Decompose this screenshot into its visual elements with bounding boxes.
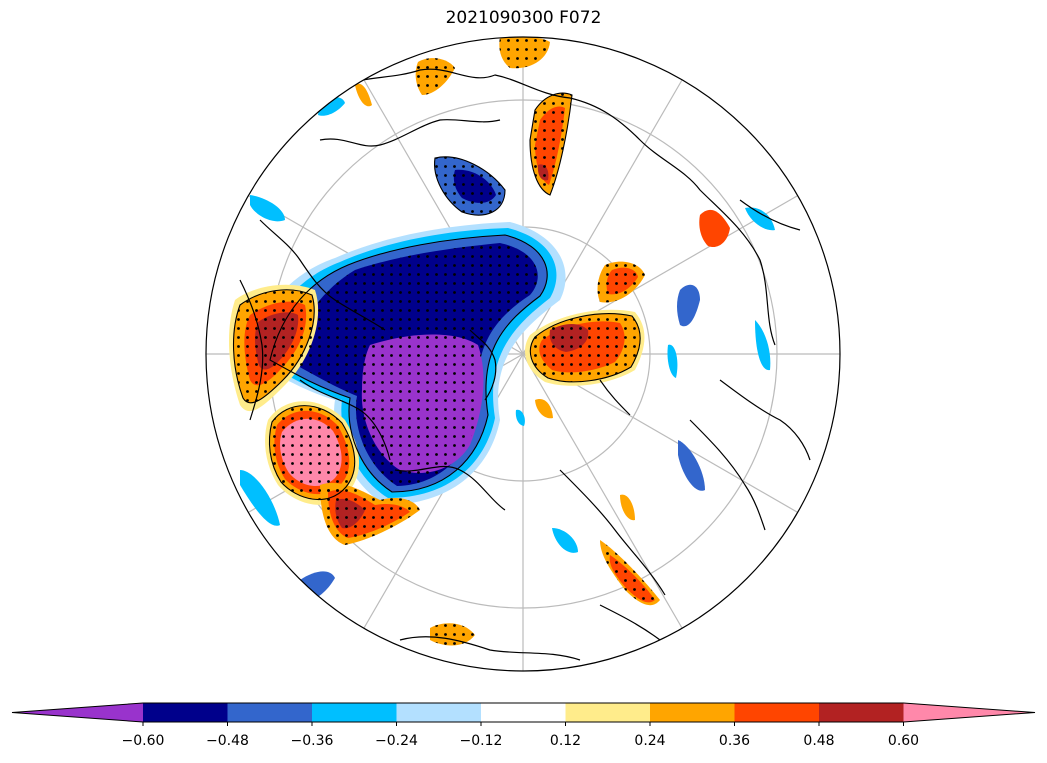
neg-cyan-w bbox=[240, 470, 280, 526]
neg-cyan-left bbox=[250, 195, 285, 222]
colorbar-tick-label: −0.60 bbox=[122, 733, 165, 749]
contours bbox=[233, 92, 641, 501]
map-title: 2021090300 F072 bbox=[445, 8, 602, 28]
colorbar-extend-low bbox=[12, 703, 143, 722]
neg-blue-se bbox=[678, 440, 705, 491]
pos-red-east bbox=[699, 209, 730, 248]
neg-cyan-east3 bbox=[667, 344, 678, 378]
colorbar-extend-high bbox=[903, 703, 1035, 722]
colorbar: −0.60 −0.48 −0.36 −0.24 −0.12 0.12 0.24 0.36 0.4… bbox=[11, 702, 1036, 749]
colorbar-tick-label: 0.48 bbox=[803, 733, 834, 749]
pos-orange-nw bbox=[355, 83, 372, 107]
colorbar-segment bbox=[143, 703, 228, 722]
colorbar-segment bbox=[227, 703, 313, 722]
coastlines bbox=[239, 68, 811, 661]
colorbar-segment bbox=[565, 703, 651, 722]
neg-cyan-east bbox=[745, 207, 775, 231]
colorbar-tick-label: 0.24 bbox=[634, 733, 665, 749]
colorbar-segment bbox=[312, 703, 397, 722]
neg-blue-east bbox=[677, 284, 700, 327]
colorbar-tick-label: −0.24 bbox=[375, 733, 418, 749]
significance-stippling bbox=[233, 37, 660, 646]
neg-cyan-east2 bbox=[755, 320, 771, 371]
colorbar-tick-label: −0.36 bbox=[291, 733, 334, 749]
colorbar-tick-label: −0.48 bbox=[206, 733, 249, 749]
colorbar-tick-label: 0.12 bbox=[550, 733, 581, 749]
neg-cyan-s bbox=[552, 528, 578, 553]
colorbar-tick-label: −0.12 bbox=[460, 733, 503, 749]
neg-cyan-mid bbox=[515, 409, 525, 426]
pos-orange-se bbox=[620, 494, 635, 521]
neg-cyan-nw bbox=[318, 96, 345, 116]
colorbar-tick-label: 0.36 bbox=[719, 733, 750, 749]
colorbar-segment bbox=[396, 703, 482, 722]
map-content bbox=[206, 37, 840, 671]
pos-orange-mid bbox=[535, 399, 553, 419]
colorbar-segment bbox=[734, 703, 820, 722]
colorbar-segment bbox=[650, 703, 735, 722]
colorbar-segment bbox=[819, 703, 904, 722]
map-boundary bbox=[205, 36, 841, 672]
colorbar-segment bbox=[481, 703, 566, 722]
colorbar-tick-label: 0.60 bbox=[888, 733, 919, 749]
